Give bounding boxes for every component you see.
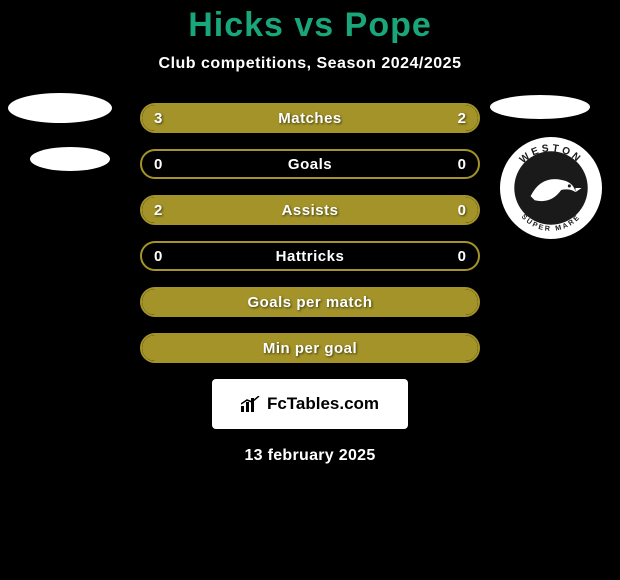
page-title: Hicks vs Pope [0, 0, 620, 45]
stat-value-left: 0 [154, 151, 162, 177]
stat-value-right: 2 [458, 105, 466, 131]
ellipse-shape [490, 95, 590, 119]
stat-value-right: 0 [458, 197, 466, 223]
stat-row: Min per goal [140, 333, 480, 363]
stat-value-left: 0 [154, 243, 162, 269]
stat-row: Assists2 0 [140, 195, 480, 225]
chart-icon [241, 396, 261, 412]
stat-row: Matches3 2 [140, 103, 480, 133]
right-team-crest: WESTON SUPER MARE [500, 137, 602, 239]
stat-row: Goals per match [140, 287, 480, 317]
attribution-badge: FcTables.com [212, 379, 408, 429]
ellipse-shape [8, 93, 112, 123]
subtitle: Club competitions, Season 2024/2025 [0, 55, 620, 73]
stat-value-left: 3 [154, 105, 162, 131]
stat-label: Assists [142, 197, 478, 223]
stat-label: Goals per match [142, 289, 478, 315]
comparison-container: WESTON SUPER MARE Matches32Goals00Assist… [0, 103, 620, 363]
ellipse-shape [30, 147, 110, 171]
stat-bars: Matches32Goals00Assists20Hattricks00Goal… [140, 103, 480, 363]
attribution-text: FcTables.com [267, 394, 379, 414]
stat-row: Goals0 0 [140, 149, 480, 179]
date-label: 13 february 2025 [0, 447, 620, 465]
stat-label: Matches [142, 105, 478, 131]
stat-value-right: 0 [458, 151, 466, 177]
stat-label: Min per goal [142, 335, 478, 361]
stat-label: Goals [142, 151, 478, 177]
stat-label: Hattricks [142, 243, 478, 269]
stat-row: Hattricks0 0 [140, 241, 480, 271]
stat-value-left: 2 [154, 197, 162, 223]
stat-value-right: 0 [458, 243, 466, 269]
left-team-placeholder [0, 93, 120, 171]
